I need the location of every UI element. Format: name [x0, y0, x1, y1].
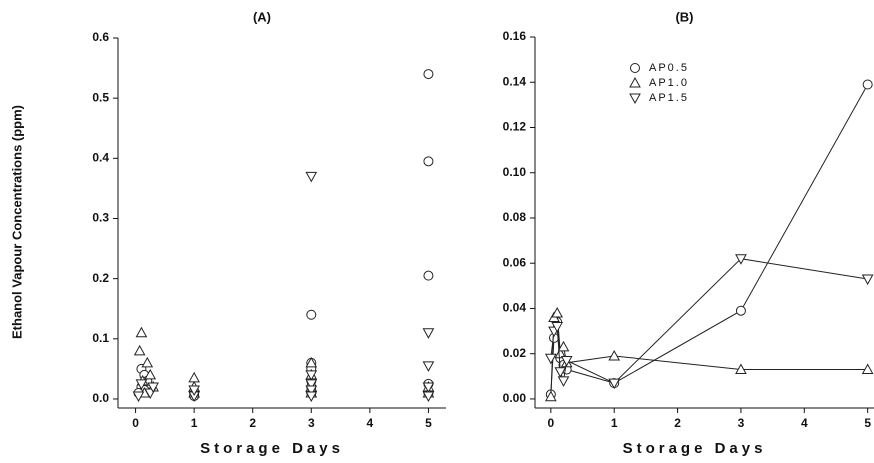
x-axis-title: Storage Days — [200, 440, 344, 457]
x-tick-label: 5 — [425, 416, 432, 430]
x-tick-label: 3 — [738, 416, 745, 430]
point — [135, 346, 145, 355]
panel-title: (B) — [675, 9, 693, 24]
y-tick-label: 0.14 — [503, 74, 527, 88]
y-tick-label: 0.6 — [92, 30, 109, 44]
x-tick-label: 0 — [547, 416, 554, 430]
x-tick-label: 3 — [308, 416, 315, 430]
legend-label: AP1.5 — [649, 92, 689, 104]
point — [546, 354, 556, 363]
point — [306, 172, 316, 181]
point — [423, 362, 433, 371]
x-tick-label: 5 — [864, 416, 871, 430]
series-line — [551, 85, 868, 395]
x-tick-label: 1 — [191, 416, 198, 430]
legend-marker — [630, 78, 640, 87]
x-tick-label: 0 — [132, 416, 139, 430]
y-tick-label: 0.2 — [92, 271, 109, 285]
y-tick-label: 0.5 — [92, 90, 109, 104]
point — [142, 358, 152, 367]
panel-title: (A) — [253, 9, 271, 24]
y-tick-label: 0.0 — [92, 391, 109, 405]
legend-marker — [630, 94, 640, 103]
series-line — [551, 259, 868, 383]
y-tick-label: 0.12 — [503, 120, 527, 134]
x-tick-label: 1 — [611, 416, 618, 430]
x-tick-label: 2 — [674, 416, 681, 430]
point — [307, 310, 316, 319]
point — [609, 351, 619, 360]
point — [863, 80, 872, 89]
x-tick-label: 2 — [249, 416, 256, 430]
point — [424, 271, 433, 280]
x-axis-title: Storage Days — [623, 440, 767, 457]
y-tick-label: 0.1 — [92, 331, 109, 345]
y-tick-label: 0.00 — [503, 391, 527, 405]
chart: 0.0 0.1 0.2 0.3 0.4 0.5 0.6 0 1 2 3 4 5 (A) Storage Da… — [0, 0, 874, 463]
y-tick-label: 0.3 — [92, 211, 109, 225]
point — [189, 373, 199, 382]
y-tick-label: 0.02 — [503, 346, 527, 360]
x-tick-label: 4 — [801, 416, 808, 430]
y-tick-label: 0.10 — [503, 165, 527, 179]
point — [424, 70, 433, 79]
y-tick-label: 0.04 — [503, 301, 527, 315]
legend-label: AP1.0 — [649, 77, 689, 89]
legend-label: AP0.5 — [649, 62, 689, 74]
y-tick-label: 0.16 — [503, 29, 527, 43]
series-line — [551, 313, 868, 397]
point — [863, 275, 873, 284]
point — [423, 329, 433, 338]
y-tick-label: 0.4 — [92, 150, 109, 164]
point — [736, 306, 745, 315]
point — [559, 377, 569, 386]
legend-marker — [631, 64, 640, 73]
y-tick-label: 0.08 — [503, 210, 527, 224]
point — [136, 328, 146, 337]
y-tick-label: 0.06 — [503, 255, 527, 269]
x-tick-label: 4 — [367, 416, 374, 430]
point — [424, 157, 433, 166]
y-axis-title: Ethanol Vapour Concentrations (ppm) — [9, 105, 24, 339]
